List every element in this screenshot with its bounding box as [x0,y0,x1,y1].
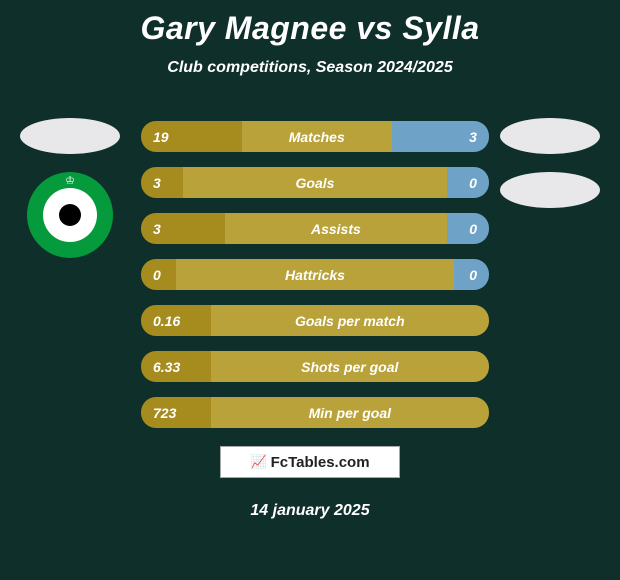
player-flag-left [20,118,120,154]
page-subtitle: Club competitions, Season 2024/2025 [0,59,620,77]
stat-left-value: 6.33 [141,351,211,382]
stat-label: Shots per goal [211,351,489,382]
page-title: Gary Magnee vs Sylla [0,0,620,47]
stat-label: Goals per match [211,305,489,336]
footer-brand-badge[interactable]: 📈 FcTables.com [220,446,400,478]
stat-right-value: 3 [392,121,489,152]
stats-bars: 19Matches33Goals03Assists00Hattricks00.1… [140,120,490,429]
stat-left-value: 0 [141,259,176,290]
stat-label: Min per goal [211,397,489,428]
stat-label: Goals [183,167,447,198]
stat-left-value: 19 [141,121,242,152]
stat-label: Hattricks [176,259,454,290]
stat-row: 3Assists0 [140,212,490,245]
stat-label: Matches [242,121,392,152]
page-date: 14 january 2025 [0,502,620,520]
club-badge-left: ♔ [27,172,113,258]
left-player-column: ♔ [10,118,130,258]
stat-left-value: 3 [141,213,225,244]
player-flag-right [500,118,600,154]
stat-left-value: 723 [141,397,211,428]
stat-row: 0Hattricks0 [140,258,490,291]
stat-row: 0.16Goals per match [140,304,490,337]
stat-row: 3Goals0 [140,166,490,199]
stat-row: 6.33Shots per goal [140,350,490,383]
stat-label: Assists [225,213,448,244]
crown-icon: ♔ [65,174,75,187]
stat-right-value: 0 [454,259,489,290]
stat-right-value: 0 [447,167,489,198]
stat-row: 723Min per goal [140,396,490,429]
stat-left-value: 0.16 [141,305,211,336]
stat-left-value: 3 [141,167,183,198]
club-badge-right [500,172,600,208]
chart-icon: 📈 [250,454,266,470]
stat-right-value: 0 [447,213,489,244]
stat-row: 19Matches3 [140,120,490,153]
footer-brand-text: FcTables.com [271,454,370,471]
right-player-column [490,118,610,208]
